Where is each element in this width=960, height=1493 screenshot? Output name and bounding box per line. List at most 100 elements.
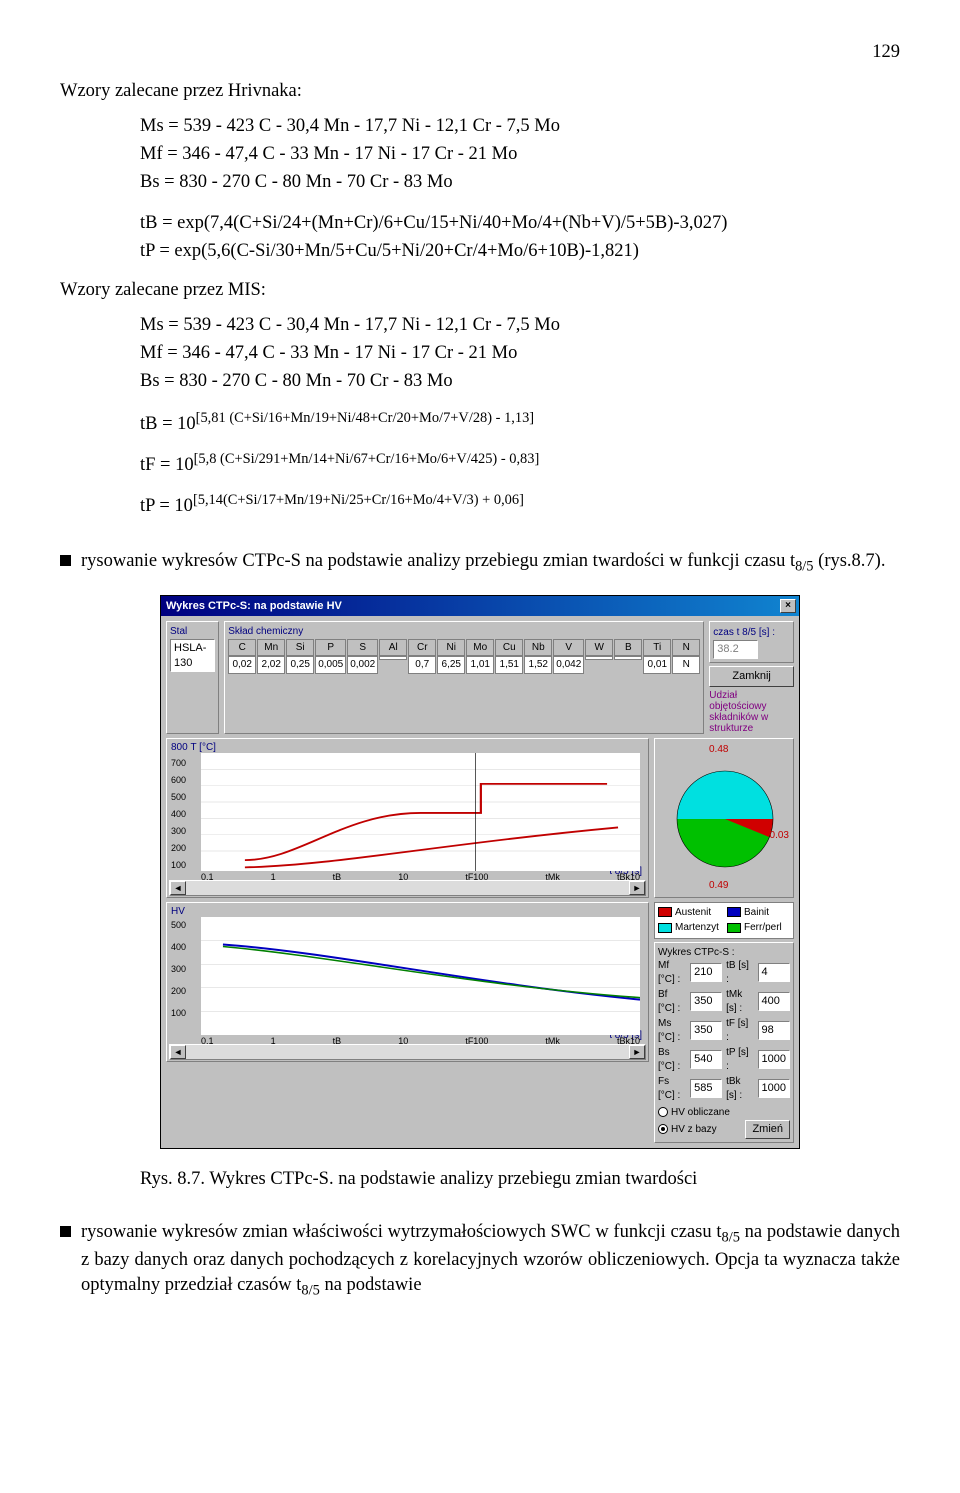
stal-panel: Stal HSLA-130 (166, 621, 219, 734)
legend-label: Bainit (744, 907, 769, 918)
chem-header: P (315, 639, 346, 657)
chem-header: Cu (495, 639, 523, 657)
result-field[interactable]: 98 (758, 1021, 790, 1040)
result-label: tMk [s] : (726, 988, 753, 1015)
heading-hrivnaka: Wzory zalecane przez Hrivnaka: (60, 79, 900, 104)
titlebar: Wykres CTPc-S: na podstawie HV × (161, 596, 799, 616)
chem-header: N (672, 639, 700, 657)
top-chart-svg (201, 753, 640, 871)
hv-y-label: HV (171, 905, 185, 919)
result-field[interactable]: 400 (758, 992, 790, 1011)
result-label: Fs [°C] : (658, 1075, 686, 1102)
result-field[interactable]: 350 (690, 992, 722, 1011)
result-label: Bf [°C] : (658, 988, 686, 1015)
chem-value: 1,52 (524, 656, 552, 674)
result-label: Bs [°C] : (658, 1046, 686, 1073)
chem-label: Skład chemiczny (228, 625, 700, 639)
eq: tP = exp(5,6(C-Si/30+Mn/5+Cu/5+Ni/20+Cr/… (140, 239, 900, 264)
radio-hv-obliczane[interactable]: HV obliczane (658, 1105, 790, 1120)
window-body: Stal HSLA-130 Skład chemiczny C0,02Mn2,0… (161, 616, 799, 1148)
chem-header: B (614, 639, 642, 657)
result-label: tBk [s] : (726, 1075, 753, 1102)
chem-value: 0,01 (643, 656, 671, 674)
eq: Bs = 830 - 270 C - 80 Mn - 70 Cr - 83 Mo (140, 170, 900, 195)
figure-caption: Rys. 8.7. Wykres CTPc-S. na podstawie an… (140, 1167, 900, 1192)
radio-hv-z-bazy[interactable]: HV z bazy (658, 1122, 717, 1137)
chem-value: 2,02 (257, 656, 285, 674)
t85-field[interactable]: 38.2 (713, 640, 758, 659)
bullet-2: rysowanie wykresów zmian właściwości wyt… (60, 1220, 900, 1301)
y-tick: 700 (171, 757, 186, 769)
chem-value: 0,25 (286, 656, 314, 674)
pie-panel: 0.48 0.03 0.49 (654, 738, 794, 898)
result-label: Ms [°C] : (658, 1017, 686, 1044)
scroll-right-icon[interactable]: ► (629, 1045, 645, 1059)
window-title: Wykres CTPc-S: na podstawie HV (166, 599, 342, 614)
eq-exp: tF = 10[5,8 (C+Si/291+Mn/14+Ni/67+Cr/16+… (140, 450, 900, 478)
eq-block-1: Ms = 539 - 423 C - 30,4 Mn - 17,7 Ni - 1… (140, 114, 900, 264)
pie-lbl-bottom: 0.49 (709, 879, 728, 893)
chem-header: Si (286, 639, 314, 657)
y-tick: 400 (171, 808, 186, 820)
zmien-button[interactable]: Zmień (745, 1120, 790, 1139)
results-table: Mf [°C] :210tB [s] :4Bf [°C] :350tMk [s]… (658, 959, 790, 1102)
spacer (140, 198, 900, 208)
results-panel: Wykres CTPc-S : Mf [°C] :210tB [s] :4Bf … (654, 942, 794, 1143)
pie-svg (655, 739, 794, 898)
chem-table: C0,02Mn2,02Si0,25P0,005S0,002Al Cr0,7Ni6… (228, 639, 700, 674)
mid-row: 800 T [°C] t 8/5 [s] 7006 (166, 738, 794, 898)
chem-header: Cr (408, 639, 436, 657)
eq-block-2: Ms = 539 - 423 C - 30,4 Mn - 17,7 Ni - 1… (140, 313, 900, 519)
y-tick: 600 (171, 774, 186, 786)
chem-header: Nb (524, 639, 552, 657)
scroll-left-icon[interactable]: ◄ (170, 1045, 186, 1059)
result-field[interactable]: 1000 (758, 1079, 790, 1098)
spacer (60, 533, 900, 549)
legend-swatch-icon (658, 923, 672, 933)
chem-value: 0,02 (228, 656, 256, 674)
eq: Mf = 346 - 47,4 C - 33 Mn - 17 Ni - 17 C… (140, 142, 900, 167)
results-label: Wykres CTPc-S : (658, 946, 790, 960)
eq: Ms = 539 - 423 C - 30,4 Mn - 17,7 Ni - 1… (140, 114, 900, 139)
y-tick: 300 (171, 825, 186, 837)
zamknij-button[interactable]: Zamknij (709, 666, 794, 687)
scroll-right-icon[interactable]: ► (629, 881, 645, 895)
bot-scrollbar[interactable]: ◄ ► (169, 1044, 646, 1060)
y-tick: 100 (171, 1007, 186, 1019)
udzial-label: Udział objętościowy składników w struktu… (709, 690, 794, 734)
result-field[interactable]: 210 (690, 963, 722, 982)
scroll-left-icon[interactable]: ◄ (170, 881, 186, 895)
stal-field[interactable]: HSLA-130 (170, 639, 215, 673)
result-field[interactable]: 4 (758, 963, 790, 982)
bullet-1: rysowanie wykresów CTPc-S na podstawie a… (60, 549, 900, 577)
chem-value (585, 656, 613, 660)
plot-area-bot (201, 917, 640, 1035)
result-label: tP [s] : (726, 1046, 753, 1073)
close-icon[interactable]: × (780, 599, 796, 613)
chem-value (379, 656, 407, 660)
eq-exp: tB = 10[5,81 (C+Si/16+Mn/19+Ni/48+Cr/20+… (140, 409, 900, 437)
bullet-1-text: rysowanie wykresów CTPc-S na podstawie a… (81, 549, 885, 577)
spacer (140, 481, 900, 491)
legend-item: Bainit (727, 906, 790, 920)
result-field[interactable]: 1000 (758, 1050, 790, 1069)
result-field[interactable]: 540 (690, 1050, 722, 1069)
pie-lbl-top: 0.48 (709, 743, 728, 757)
chem-value: 0,7 (408, 656, 436, 674)
legend-box: AustenitBainitMartenzytFerr/perl (654, 902, 794, 939)
top-scrollbar[interactable]: ◄ ► (169, 880, 646, 896)
eq-exp: tP = 10[5,14(C+Si/17+Mn/19+Ni/25+Cr/16+M… (140, 491, 900, 519)
result-field[interactable]: 585 (690, 1079, 722, 1098)
bullet-square-icon (60, 1226, 71, 1237)
chem-header: Mo (466, 639, 494, 657)
pie-lbl-right: 0.03 (770, 829, 789, 843)
legend-item: Austenit (658, 906, 721, 920)
top-row: Stal HSLA-130 Skład chemiczny C0,02Mn2,0… (166, 621, 794, 734)
chem-header: Mn (257, 639, 285, 657)
chem-header: Ti (643, 639, 671, 657)
chem-value: 0,042 (553, 656, 584, 674)
result-field[interactable]: 350 (690, 1021, 722, 1040)
legend-swatch-icon (658, 907, 672, 917)
bullet-2-text: rysowanie wykresów zmian właściwości wyt… (81, 1220, 900, 1301)
chem-header: C (228, 639, 256, 657)
